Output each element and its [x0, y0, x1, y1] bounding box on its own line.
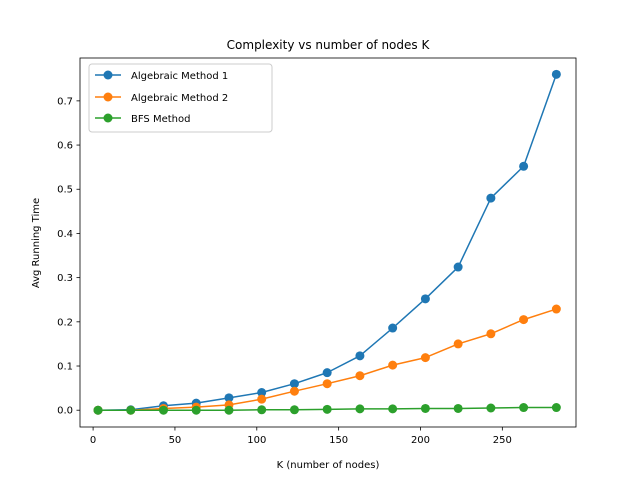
data-point-bfs-method-9: [388, 404, 398, 414]
data-point-algebraic-method-2-7: [322, 379, 332, 389]
data-point-bfs-method-14: [551, 403, 561, 413]
y-axis-label: Avg Running Time: [31, 198, 42, 288]
data-point-algebraic-method-1-7: [322, 368, 332, 378]
data-point-algebraic-method-1-5: [257, 388, 267, 398]
y-axis-ticks: 0.0 0.1 0.2 0.3 0.4 0.5 0.6 0.7: [57, 96, 80, 417]
data-point-algebraic-method-2-5: [257, 394, 267, 404]
data-point-bfs-method-4: [224, 405, 234, 415]
data-point-bfs-method-7: [322, 404, 332, 414]
legend-marker-algebraic-method-2: [103, 92, 113, 102]
y-tick-label: 0.6: [57, 141, 73, 152]
x-axis-label: K (number of nodes): [277, 460, 380, 471]
data-point-algebraic-method-1-12: [486, 193, 496, 203]
x-tick-label: 50: [169, 435, 182, 446]
data-point-algebraic-method-1-4: [224, 393, 234, 403]
x-tick-label: 0: [90, 435, 96, 446]
data-point-algebraic-method-1-9: [388, 323, 398, 333]
y-tick-label: 0.7: [57, 96, 73, 107]
y-tick-label: 0.4: [57, 229, 73, 240]
data-point-bfs-method-6: [289, 405, 299, 415]
legend-label-bfs-method: BFS Method: [131, 114, 190, 125]
data-point-bfs-method-10: [420, 403, 430, 413]
y-tick-label: 0.0: [57, 406, 73, 417]
data-point-bfs-method-11: [453, 403, 463, 413]
legend-entry-bfs-method: BFS Method: [95, 113, 190, 125]
legend-marker-bfs-method: [103, 113, 113, 123]
y-tick-label: 0.5: [57, 185, 73, 196]
data-point-bfs-method-3: [191, 405, 201, 415]
data-point-algebraic-method-2-14: [551, 304, 561, 314]
data-point-algebraic-method-1-8: [355, 351, 365, 361]
axes-spines: [79, 57, 577, 428]
data-point-bfs-method-5: [257, 405, 267, 415]
data-point-algebraic-method-1-14: [551, 69, 561, 79]
data-point-algebraic-method-1-10: [420, 294, 430, 304]
legend-entry-algebraic-method-2: Algebraic Method 2: [95, 92, 228, 104]
legend-label-algebraic-method-2: Algebraic Method 2: [131, 93, 228, 104]
data-point-algebraic-method-2-10: [420, 353, 430, 363]
data-point-algebraic-method-2-8: [355, 371, 365, 381]
series-bfs-method: [93, 403, 561, 415]
data-point-bfs-method-1: [126, 405, 136, 415]
x-tick-label: 100: [247, 435, 266, 446]
data-point-algebraic-method-1-11: [453, 262, 463, 272]
data-point-bfs-method-13: [519, 403, 529, 413]
data-point-bfs-method-0: [93, 405, 103, 415]
legend-box: [88, 63, 273, 133]
chart-title: Complexity vs number of nodes K: [227, 38, 431, 52]
legend-marker-algebraic-method-1: [103, 70, 113, 80]
data-point-bfs-method-8: [355, 404, 365, 414]
x-tick-label: 250: [493, 435, 512, 446]
axes-frame: [79, 57, 577, 428]
data-point-algebraic-method-2-13: [519, 315, 529, 325]
data-point-algebraic-method-2-12: [486, 329, 496, 339]
data-point-algebraic-method-1-13: [519, 161, 529, 171]
legend: Algebraic Method 1 Algebraic Method 2 BF…: [88, 63, 273, 133]
data-point-algebraic-method-2-9: [388, 360, 398, 370]
legend-entry-algebraic-method-1: Algebraic Method 1: [95, 70, 228, 82]
data-point-algebraic-method-1-6: [289, 379, 299, 389]
x-tick-label: 150: [329, 435, 348, 446]
data-point-algebraic-method-2-11: [453, 339, 463, 349]
y-tick-label: 0.3: [57, 273, 73, 284]
y-tick-label: 0.2: [57, 317, 73, 328]
x-tick-label: 200: [411, 435, 430, 446]
series-layer: [93, 69, 561, 415]
data-point-bfs-method-12: [486, 403, 496, 413]
legend-label-algebraic-method-1: Algebraic Method 1: [131, 71, 228, 82]
y-tick-label: 0.1: [57, 362, 73, 373]
data-point-bfs-method-2: [158, 405, 168, 415]
x-axis-ticks: 0 50 100 150 200 250: [90, 427, 512, 446]
data-point-algebraic-method-2-6: [289, 386, 299, 396]
